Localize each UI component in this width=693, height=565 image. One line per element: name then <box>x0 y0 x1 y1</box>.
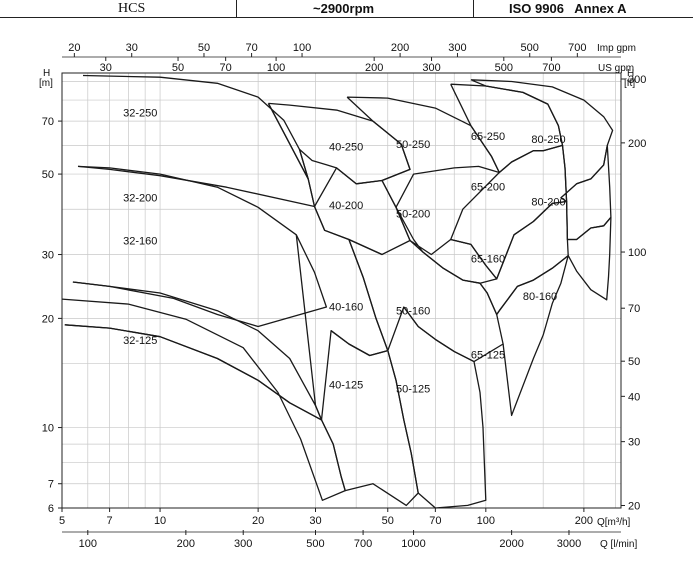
series-label-40-160: 40-160 <box>329 302 363 314</box>
series-80-160 <box>567 216 612 301</box>
y-axis-unit: [m] <box>39 78 53 89</box>
tick-label-imp: 200 <box>391 42 409 54</box>
series-label-50-250: 50-250 <box>396 139 430 151</box>
tick-label-imp: 20 <box>68 42 80 54</box>
tick-label-us: 70 <box>220 62 232 74</box>
series-32-200 <box>72 165 328 328</box>
tick-label-hft: 200 <box>628 138 646 150</box>
tick-label-m3h: 100 <box>477 515 495 527</box>
tick-label-us: 300 <box>422 62 440 74</box>
x-axis-imp-label: Imp gpm <box>597 43 636 54</box>
axes: 5 7 10 20 30 50 70 100 200 Q[m³/h]100 200 300 500 700… <box>39 42 646 550</box>
grid-lines <box>62 73 621 508</box>
tick-label-imp: 500 <box>521 42 539 54</box>
series-label-65-125: 65-125 <box>471 350 505 362</box>
series-label: HCS <box>0 0 237 17</box>
tick-label-m3h: 50 <box>382 515 394 527</box>
series-label-32-125: 32-125 <box>123 335 157 347</box>
series-label-40-125: 40-125 <box>329 380 363 392</box>
tick-label-lpm: 300 <box>234 538 252 550</box>
tick-label-hft: 30 <box>628 437 640 449</box>
series-50-250 <box>346 96 500 208</box>
tick-label-imp: 700 <box>568 42 586 54</box>
tick-label-hft: 70 <box>628 303 640 315</box>
tick-label-m3h: 10 <box>154 515 166 527</box>
tick-label-imp: 70 <box>245 42 257 54</box>
tick-label-imp: 100 <box>293 42 311 54</box>
chart-background <box>0 18 693 565</box>
tick-label-hm: 30 <box>42 250 54 262</box>
tick-label-m3h: 7 <box>107 515 113 527</box>
tick-label-us: 100 <box>267 62 285 74</box>
tick-label-imp: 300 <box>448 42 466 54</box>
tick-label-lpm: 100 <box>79 538 97 550</box>
standard-label: ISO 9906 Annex A <box>509 1 627 16</box>
series-label-50-160: 50-160 <box>396 306 430 318</box>
tick-label-hft: 50 <box>628 356 640 368</box>
x-axis-lpm-label: Q [l/min] <box>600 539 637 550</box>
tick-label-lpm: 2000 <box>499 538 523 550</box>
series-label-50-125: 50-125 <box>396 383 430 395</box>
series-label-80-200: 80-200 <box>531 196 565 208</box>
tick-label-hft: 40 <box>628 391 640 403</box>
series-label-32-200: 32-200 <box>123 193 157 205</box>
x-axis-label: Q[m³/h] <box>597 517 631 528</box>
labels-layer: 32-250 32-200 32-160 32-125 40-250 40-200 40-1… <box>123 108 566 396</box>
tick-label-imp: 30 <box>126 42 138 54</box>
tick-label-m3h: 70 <box>429 515 441 527</box>
header-bar: HCS ~2900rpm ISO 9906 Annex A <box>0 0 693 18</box>
series-label-65-250: 65-250 <box>471 131 505 143</box>
tick-label-hft: 300 <box>628 74 646 86</box>
tick-label-m3h: 20 <box>252 515 264 527</box>
speed-label: ~2900rpm <box>237 0 474 17</box>
series-layer <box>61 74 614 509</box>
series-label-50-200: 50-200 <box>396 208 430 220</box>
series-label-40-200: 40-200 <box>329 200 363 212</box>
y-axis-right-label: H <box>627 68 634 79</box>
tick-label-us: 500 <box>495 62 513 74</box>
tick-label-us: 200 <box>365 62 383 74</box>
series-label-80-250: 80-250 <box>531 134 565 146</box>
tick-label-hm: 20 <box>42 313 54 325</box>
series-label-80-160: 80-160 <box>523 291 557 303</box>
tick-label-hm: 6 <box>48 503 54 515</box>
tick-label-hm: 7 <box>48 479 54 491</box>
tick-label-us: 50 <box>172 62 184 74</box>
tick-label-hm: 50 <box>42 169 54 181</box>
tick-label-m3h: 30 <box>309 515 321 527</box>
tick-label-hft: 20 <box>628 501 640 513</box>
tick-label-lpm: 3000 <box>557 538 581 550</box>
x-axis-us-label: US gpm <box>598 63 634 74</box>
series-label-65-160: 65-160 <box>471 254 505 266</box>
tick-label-lpm: 500 <box>306 538 324 550</box>
tick-label-m3h: 5 <box>59 515 65 527</box>
tick-label-hm: 70 <box>42 116 54 128</box>
tick-label-hft: 100 <box>628 247 646 259</box>
series-label-40-250: 40-250 <box>329 142 363 154</box>
series-label-32-250: 32-250 <box>123 108 157 120</box>
tick-label-hm: 10 <box>42 423 54 435</box>
pump-performance-chart: 5 7 10 20 30 50 70 100 200 Q[m³/h]100 200 300 500 700… <box>0 18 693 565</box>
y-axis-right-unit: [ft] <box>624 78 635 89</box>
tick-label-lpm: 200 <box>177 538 195 550</box>
tick-label-us: 700 <box>542 62 560 74</box>
series-65-125 <box>496 254 569 417</box>
series-label-65-200: 65-200 <box>471 182 505 194</box>
series-label-32-160: 32-160 <box>123 235 157 247</box>
tick-label-us: 30 <box>100 62 112 74</box>
series-50-125 <box>387 306 487 509</box>
tick-label-m3h: 200 <box>575 515 593 527</box>
tick-label-lpm: 1000 <box>401 538 425 550</box>
tick-label-imp: 50 <box>198 42 210 54</box>
tick-label-lpm: 700 <box>354 538 372 550</box>
plot-frame <box>61 72 622 509</box>
y-axis-label: H <box>43 68 50 79</box>
